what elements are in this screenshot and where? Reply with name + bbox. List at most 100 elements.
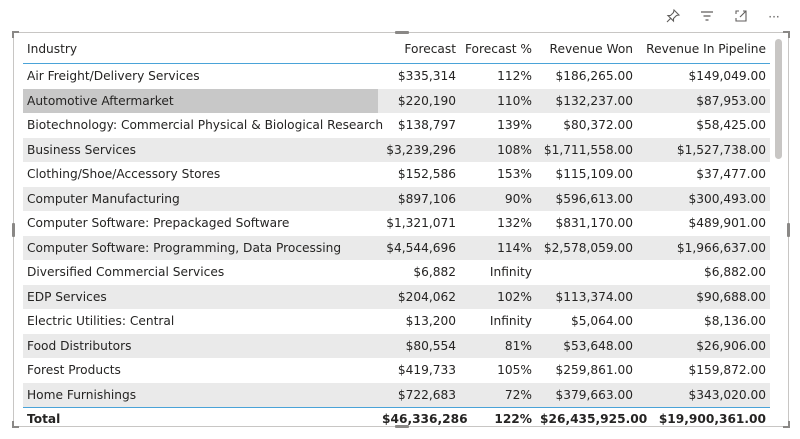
cell-forecast-pct: 110% [460,88,536,113]
cell-revenue-pipeline: $8,136.00 [703,314,766,329]
vertical-scrollbar[interactable] [775,39,782,419]
cell-revenue-pipeline: $159,872.00 [688,363,766,378]
table-row[interactable]: Air Freight/Delivery Services $335,314 112… [23,64,770,89]
cell-forecast: $138,797 [397,118,456,133]
cell-industry: Computer Software: Prepackaged Software [27,216,290,231]
column-header-forecast-pct[interactable]: Forecast % [460,35,536,64]
cell-forecast-pct: 81% [460,333,536,358]
cell-revenue-pipeline: $87,953.00 [637,88,770,113]
cell-forecast: $722,683 [378,382,460,408]
cell-forecast-pct: 112% [497,69,532,84]
focus-mode-icon[interactable] [732,8,750,26]
header-row: Industry Forecast Forecast % Revenue Won… [23,35,770,64]
cell-industry: Biotechnology: Commercial Physical & Bio… [27,118,384,133]
cell-industry: Computer Software: Programming, Data Pro… [23,235,378,260]
total-revenue-won: $26,435,925.00 [536,407,647,430]
cell-forecast-pct: 108% [460,137,536,162]
table-row[interactable]: Diversified Commercial Services $6,882 Inf… [23,260,770,285]
cell-revenue-pipeline: $149,049.00 [688,69,766,84]
cell-revenue-pipeline: $37,477.00 [696,167,766,182]
cell-forecast: $80,554 [378,333,460,358]
column-header-forecast[interactable]: Forecast [378,35,460,64]
total-label: Total [23,407,378,430]
cell-revenue-pipeline: $489,901.00 [688,216,766,231]
cell-revenue-won: $53,648.00 [536,333,637,358]
cell-industry: Air Freight/Delivery Services [27,69,200,84]
filter-icon[interactable] [698,8,716,26]
table-row[interactable]: EDP Services $204,062 102% $113,374.00 $90,6… [23,284,770,309]
cell-revenue-won: $186,265.00 [555,69,633,84]
more-options-icon[interactable]: ··· [768,10,780,24]
cell-industry: Business Services [23,137,378,162]
cell-forecast-pct: 90% [460,186,536,211]
table-row[interactable]: Computer Software: Prepackaged Software $… [23,211,770,236]
table-row[interactable]: Biotechnology: Commercial Physical & Bio… [23,113,770,138]
cell-forecast-pct: 72% [460,382,536,408]
cell-revenue-won: $2,578,059.00 [536,235,637,260]
visual-header: ··· [0,0,800,32]
resize-corner[interactable] [12,31,19,38]
cell-forecast: $897,106 [378,186,460,211]
cell-revenue-won: $259,861.00 [555,363,633,378]
cell-industry: Forest Products [27,363,121,378]
cell-forecast: $4,544,696 [378,235,460,260]
total-forecast-pct: 122% [460,407,536,430]
total-row: Total $46,336,286 122% $26,435,925.00 $1… [23,407,770,430]
cell-forecast-pct: 132% [497,216,532,231]
cell-revenue-pipeline: $26,906.00 [637,333,770,358]
cell-revenue-won: $113,374.00 [536,284,637,309]
cell-forecast: $220,190 [378,88,460,113]
column-header-revenue-won[interactable]: Revenue Won [536,35,637,64]
cell-forecast-pct: 105% [497,363,532,378]
cell-revenue-pipeline: $1,966,637.00 [637,235,770,260]
resize-handle-right[interactable] [787,223,790,237]
column-header-industry[interactable]: Industry [23,35,378,64]
cell-revenue-won: $1,711,558.00 [536,137,637,162]
cell-forecast: $3,239,296 [378,137,460,162]
cell-revenue-won: $80,372.00 [563,118,633,133]
cell-revenue-pipeline: $300,493.00 [637,186,770,211]
total-forecast: $46,336,286 [378,407,468,430]
cell-revenue-pipeline: $343,020.00 [637,382,770,408]
column-header-revenue-pipeline[interactable]: Revenue In Pipeline [637,35,770,64]
table-row[interactable]: Computer Manufacturing $897,106 90% $596,61… [23,186,770,211]
cell-industry: Electric Utilities: Central [27,314,175,329]
cell-revenue-won: $379,663.00 [536,382,637,408]
table-row[interactable]: Electric Utilities: Central $13,200 Infini… [23,309,770,334]
resize-corner[interactable] [783,421,790,428]
pin-icon[interactable] [664,8,682,26]
table-row[interactable]: Home Furnishings $722,683 72% $379,663.00 $3… [23,382,770,408]
cell-forecast: $1,321,071 [386,216,456,231]
table-row[interactable]: Clothing/Shoe/Accessory Stores $152,586 15… [23,162,770,187]
cell-industry: Automotive Aftermarket [23,88,378,113]
cell-industry: Home Furnishings [23,382,378,408]
table-row[interactable]: Forest Products $419,733 105% $259,861.00 $1… [23,358,770,383]
cell-revenue-won: $5,064.00 [570,314,633,329]
cell-industry: Clothing/Shoe/Accessory Stores [27,167,221,182]
cell-revenue-won: $115,109.00 [555,167,633,182]
cell-forecast-pct: 114% [460,235,536,260]
scrollbar-thumb[interactable] [775,39,782,159]
resize-handle-left[interactable] [12,223,15,237]
cell-revenue-pipeline: $6,882.00 [703,265,766,280]
cell-revenue-pipeline: $58,425.00 [696,118,766,133]
resize-corner[interactable] [12,421,19,428]
table-visual: Industry Forecast Forecast % Revenue Won… [12,31,790,430]
cell-forecast: $335,314 [397,69,456,84]
cell-forecast-pct: 153% [497,167,532,182]
table-row[interactable]: Business Services $3,239,296 108% $1,711,55… [23,137,770,162]
cell-industry: Food Distributors [23,333,378,358]
cell-forecast-pct: 102% [460,284,536,309]
cell-forecast-pct: Infinity [489,265,532,280]
table-row[interactable]: Automotive Aftermarket $220,190 110% $132,2… [23,88,770,113]
cell-revenue-won: $831,170.00 [555,216,633,231]
resize-corner[interactable] [783,31,790,38]
table-row[interactable]: Computer Software: Programming, Data Pro… [23,235,770,260]
resize-handle-top[interactable] [395,31,409,34]
cell-forecast: $6,882 [413,265,456,280]
data-table: Industry Forecast Forecast % Revenue Won… [23,35,770,430]
table-row[interactable]: Food Distributors $80,554 81% $53,648.00 $26… [23,333,770,358]
cell-forecast-pct: Infinity [489,314,532,329]
cell-revenue-pipeline: $90,688.00 [637,284,770,309]
cell-forecast: $419,733 [397,363,456,378]
